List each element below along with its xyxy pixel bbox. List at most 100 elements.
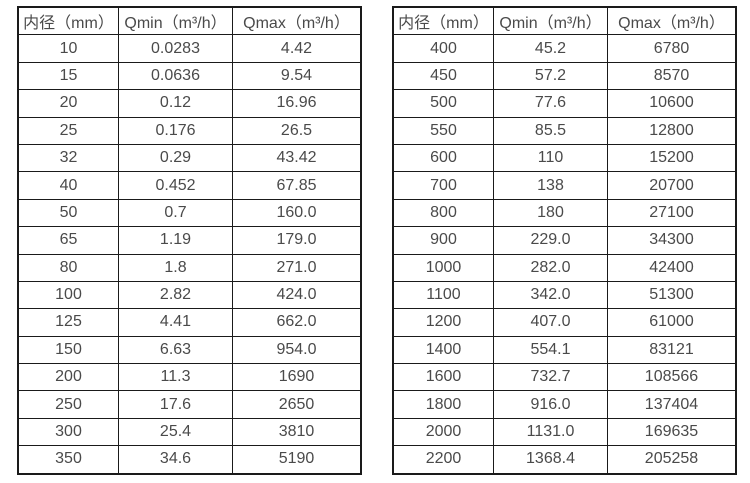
table-row: 1400 554.1 83121: [392, 335, 737, 365]
qmax-cell: 179.0: [232, 226, 362, 255]
qmax-cell: 160.0: [232, 198, 362, 228]
diameter-cell: 500: [392, 89, 494, 118]
diameter-cell: 1100: [392, 280, 494, 310]
qmax-cell: 5190: [232, 445, 362, 475]
table-row: 100 2.82 424.0: [17, 280, 362, 310]
diameter-cell: 600: [392, 143, 494, 173]
qmax-cell: 61000: [607, 308, 737, 337]
diameter-cell: 15: [17, 61, 119, 91]
table-row: 10 0.0283 4.42: [17, 34, 362, 63]
table-row: 25 0.176 26.5: [17, 116, 362, 145]
diameter-cell: 80: [17, 253, 119, 282]
qmin-cell: 0.7: [118, 198, 233, 228]
table-row: 500 77.6 10600: [392, 89, 737, 118]
diameter-cell: 65: [17, 226, 119, 255]
diameter-cell: 300: [17, 417, 119, 447]
diameter-cell: 25: [17, 116, 119, 145]
table-row: 1600 732.7 108566: [392, 363, 737, 392]
header-row: 内径（mm） Qmin（m³/h） Qmax（m³/h）: [392, 6, 737, 36]
table-row: 125 4.41 662.0: [17, 308, 362, 337]
table-row: 1100 342.0 51300: [392, 280, 737, 310]
flow-table-small-diameters: 内径（mm） Qmin（m³/h） Qmax（m³/h） 10 0.0283 4.42 15…: [17, 6, 362, 475]
qmax-cell: 6780: [607, 34, 737, 63]
qmax-cell: 12800: [607, 116, 737, 145]
qmin-cell: 1368.4: [493, 445, 608, 475]
diameter-cell: 700: [392, 171, 494, 200]
table-row: 150 6.63 954.0: [17, 335, 362, 365]
table-row: 1000 282.0 42400: [392, 253, 737, 282]
table-row: 50 0.7 160.0: [17, 198, 362, 228]
table-row: 200 11.3 1690: [17, 363, 362, 392]
diameter-cell: 40: [17, 171, 119, 200]
table-row: 400 45.2 6780: [392, 34, 737, 63]
qmin-cell: 407.0: [493, 308, 608, 337]
table-row: 800 180 27100: [392, 198, 737, 228]
qmin-cell: 229.0: [493, 226, 608, 255]
qmin-cell: 6.63: [118, 335, 233, 365]
qmax-cell: 662.0: [232, 308, 362, 337]
diameter-cell: 1000: [392, 253, 494, 282]
qmin-cell: 282.0: [493, 253, 608, 282]
table-row: 900 229.0 34300: [392, 226, 737, 255]
qmin-cell: 0.29: [118, 143, 233, 173]
diameter-cell: 125: [17, 308, 119, 337]
diameter-cell: 32: [17, 143, 119, 173]
qmax-cell: 954.0: [232, 335, 362, 365]
table-row: 550 85.5 12800: [392, 116, 737, 145]
qmax-cell: 2650: [232, 390, 362, 419]
qmin-cell: 1.19: [118, 226, 233, 255]
qmax-cell: 108566: [607, 363, 737, 392]
qmin-cell: 342.0: [493, 280, 608, 310]
qmin-cell: 180: [493, 198, 608, 228]
qmin-cell: 0.12: [118, 89, 233, 118]
qmax-cell: 83121: [607, 335, 737, 365]
qmin-cell: 138: [493, 171, 608, 200]
qmin-cell: 1131.0: [493, 417, 608, 447]
qmin-cell: 554.1: [493, 335, 608, 365]
table-row: 600 110 15200: [392, 143, 737, 173]
qmin-cell: 57.2: [493, 61, 608, 91]
qmax-cell: 205258: [607, 445, 737, 475]
diameter-cell: 400: [392, 34, 494, 63]
qmin-cell: 17.6: [118, 390, 233, 419]
qmax-cell: 26.5: [232, 116, 362, 145]
table-row: 250 17.6 2650: [17, 390, 362, 419]
table-row: 450 57.2 8570: [392, 61, 737, 91]
diameter-cell: 2200: [392, 445, 494, 475]
diameter-cell: 2000: [392, 417, 494, 447]
qmin-cell: 34.6: [118, 445, 233, 475]
table-row: 80 1.8 271.0: [17, 253, 362, 282]
qmax-cell: 169635: [607, 417, 737, 447]
qmax-cell: 42400: [607, 253, 737, 282]
qmax-cell: 10600: [607, 89, 737, 118]
table-row: 20 0.12 16.96: [17, 89, 362, 118]
qmin-cell: 0.0283: [118, 34, 233, 63]
qmin-cell: 110: [493, 143, 608, 173]
diameter-cell: 1600: [392, 363, 494, 392]
diameter-cell: 1400: [392, 335, 494, 365]
qmax-cell: 16.96: [232, 89, 362, 118]
diameter-cell: 350: [17, 445, 119, 475]
qmax-cell: 15200: [607, 143, 737, 173]
table-row: 1200 407.0 61000: [392, 308, 737, 337]
qmax-cell: 8570: [607, 61, 737, 91]
qmin-cell: 25.4: [118, 417, 233, 447]
qmin-cell: 1.8: [118, 253, 233, 282]
qmin-cell: 45.2: [493, 34, 608, 63]
table-row: 40 0.452 67.85: [17, 171, 362, 200]
diameter-cell: 1200: [392, 308, 494, 337]
qmax-cell: 137404: [607, 390, 737, 419]
qmax-cell: 51300: [607, 280, 737, 310]
table-row: 2000 1131.0 169635: [392, 417, 737, 447]
diameter-cell: 150: [17, 335, 119, 365]
qmax-cell: 27100: [607, 198, 737, 228]
qmin-cell: 77.6: [493, 89, 608, 118]
qmin-cell: 85.5: [493, 116, 608, 145]
flow-table-large-diameters: 内径（mm） Qmin（m³/h） Qmax（m³/h） 400 45.2 6780 450…: [392, 6, 737, 475]
diameter-cell: 1800: [392, 390, 494, 419]
qmin-header: Qmin（m³/h）: [118, 6, 233, 36]
qmax-cell: 1690: [232, 363, 362, 392]
diameter-cell: 450: [392, 61, 494, 91]
diameter-cell: 100: [17, 280, 119, 310]
